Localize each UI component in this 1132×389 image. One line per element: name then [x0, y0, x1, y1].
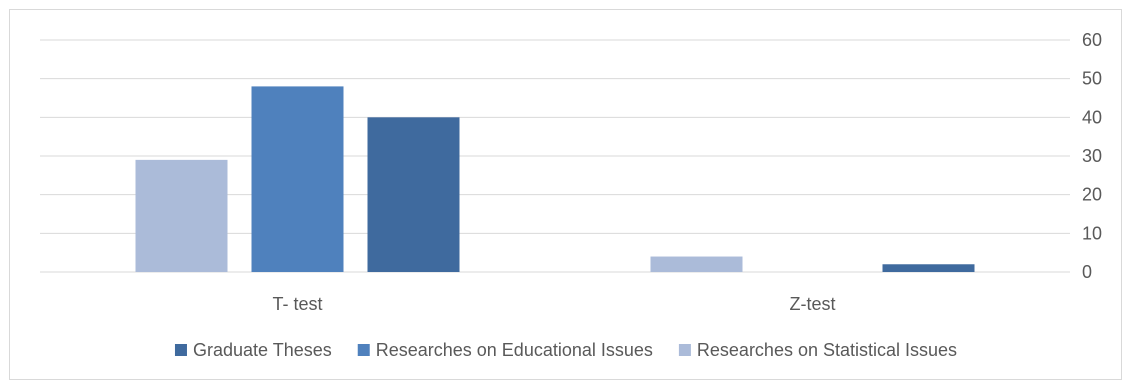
y-tick-label: 40 — [1082, 107, 1102, 127]
y-tick-label: 30 — [1082, 146, 1102, 166]
legend-swatch — [174, 344, 187, 356]
legend-item: Researches on Statistical Issues — [678, 340, 957, 360]
legend-swatch — [678, 344, 691, 356]
bar-2-1 — [882, 264, 975, 272]
legend-swatch — [357, 344, 370, 356]
y-tick-label: 20 — [1082, 185, 1102, 205]
y-tick-label: 10 — [1082, 223, 1102, 243]
y-tick-label: 60 — [1082, 30, 1102, 50]
legend-item: Graduate Theses — [174, 340, 332, 360]
bars — [135, 86, 975, 273]
x-category-label: Z-test — [789, 294, 835, 314]
x-axis-category-labels: T- test Z-test — [272, 294, 835, 314]
x-category-label: T- test — [272, 294, 322, 314]
legend-label: Researches on Educational Issues — [376, 340, 653, 360]
bar-1-0 — [251, 86, 344, 273]
bar-0-1 — [650, 256, 743, 272]
legend-label: Researches on Statistical Issues — [697, 340, 957, 360]
y-tick-label: 0 — [1082, 262, 1092, 282]
bar-0-0 — [135, 159, 228, 272]
y-tick-label: 50 — [1082, 69, 1102, 89]
legend-item: Researches on Educational Issues — [357, 340, 653, 360]
bar-2-0 — [367, 117, 460, 272]
y-axis-tick-labels: 0 10 20 30 40 50 60 — [1082, 30, 1102, 282]
legend-label: Graduate Theses — [193, 340, 332, 360]
legend: Graduate Theses Researches on Educational… — [174, 340, 957, 360]
